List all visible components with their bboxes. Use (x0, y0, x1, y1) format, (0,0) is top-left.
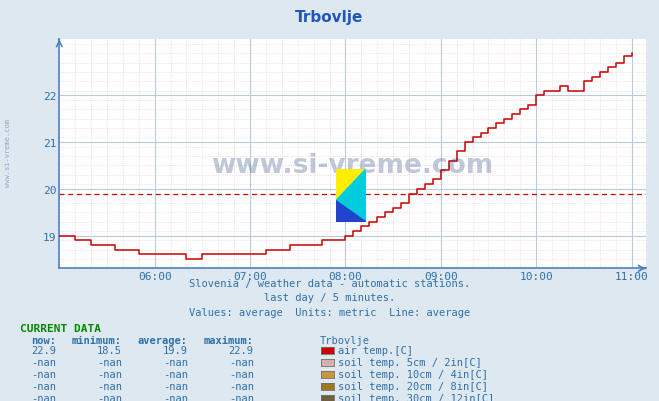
Text: 22.9: 22.9 (31, 345, 56, 355)
Text: -nan: -nan (31, 369, 56, 379)
Text: maximum:: maximum: (204, 335, 254, 345)
Polygon shape (336, 201, 366, 222)
Text: -nan: -nan (97, 381, 122, 391)
Text: -nan: -nan (163, 369, 188, 379)
Text: -nan: -nan (97, 369, 122, 379)
Text: www.si-vreme.com: www.si-vreme.com (212, 153, 494, 179)
Text: Slovenia / weather data - automatic stations.: Slovenia / weather data - automatic stat… (189, 279, 470, 289)
Polygon shape (336, 170, 366, 222)
Text: -nan: -nan (229, 369, 254, 379)
Text: www.si-vreme.com: www.si-vreme.com (5, 118, 11, 186)
Text: Values: average  Units: metric  Line: average: Values: average Units: metric Line: aver… (189, 307, 470, 317)
Polygon shape (336, 170, 366, 201)
Text: -nan: -nan (163, 381, 188, 391)
Text: -nan: -nan (31, 393, 56, 401)
Text: -nan: -nan (163, 357, 188, 367)
Text: 19.9: 19.9 (163, 345, 188, 355)
Text: -nan: -nan (31, 381, 56, 391)
Text: -nan: -nan (31, 357, 56, 367)
Text: average:: average: (138, 335, 188, 345)
Text: last day / 5 minutes.: last day / 5 minutes. (264, 293, 395, 303)
Text: -nan: -nan (229, 357, 254, 367)
Text: soil temp. 5cm / 2in[C]: soil temp. 5cm / 2in[C] (338, 357, 482, 367)
Text: CURRENT DATA: CURRENT DATA (20, 323, 101, 333)
Text: soil temp. 10cm / 4in[C]: soil temp. 10cm / 4in[C] (338, 369, 488, 379)
Text: -nan: -nan (229, 393, 254, 401)
Text: -nan: -nan (163, 393, 188, 401)
Text: soil temp. 30cm / 12in[C]: soil temp. 30cm / 12in[C] (338, 393, 494, 401)
Text: Trbovlje: Trbovlje (295, 10, 364, 25)
Text: air temp.[C]: air temp.[C] (338, 345, 413, 355)
Text: now:: now: (31, 335, 56, 345)
Text: 22.9: 22.9 (229, 345, 254, 355)
Text: -nan: -nan (97, 393, 122, 401)
Text: -nan: -nan (97, 357, 122, 367)
Text: Trbovlje: Trbovlje (320, 335, 370, 345)
Text: 18.5: 18.5 (97, 345, 122, 355)
Text: -nan: -nan (229, 381, 254, 391)
Text: soil temp. 20cm / 8in[C]: soil temp. 20cm / 8in[C] (338, 381, 488, 391)
Text: minimum:: minimum: (72, 335, 122, 345)
